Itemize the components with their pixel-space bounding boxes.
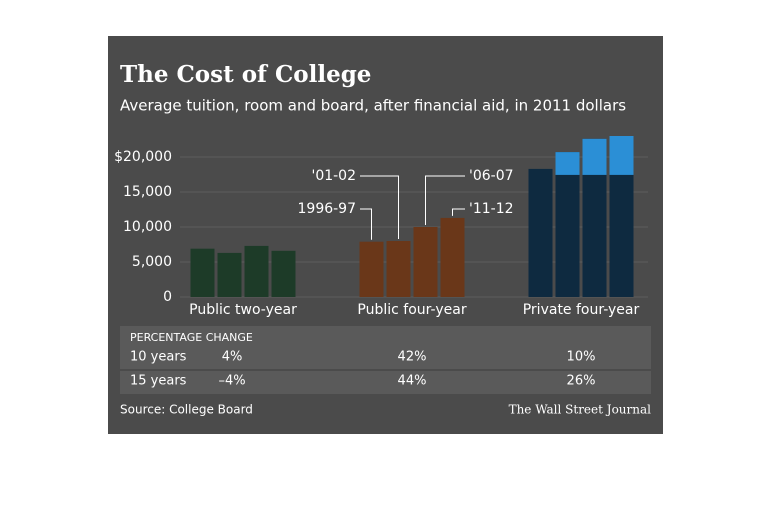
row-value: 42% bbox=[398, 350, 427, 365]
row-value: 26% bbox=[567, 374, 596, 389]
table-title: PERCENTAGE CHANGE bbox=[130, 331, 253, 344]
chart-title: The Cost of College bbox=[120, 61, 371, 88]
y-tick-label: 15,000 bbox=[123, 184, 172, 200]
y-tick-label: 10,000 bbox=[123, 219, 172, 235]
bar bbox=[244, 245, 269, 297]
series-label: 1996-97 bbox=[298, 201, 357, 217]
y-tick-label: $20,000 bbox=[114, 149, 172, 165]
callout-line bbox=[360, 175, 399, 239]
table-band bbox=[120, 326, 651, 394]
bar-increase bbox=[555, 152, 580, 175]
y-tick-label: 0 bbox=[163, 289, 172, 305]
bar bbox=[413, 227, 438, 297]
x-tick-label: Public four-year bbox=[357, 302, 466, 318]
credit: The Wall Street Journal bbox=[509, 403, 652, 417]
callout-line bbox=[425, 175, 465, 225]
chart-subtitle: Average tuition, room and board, after f… bbox=[120, 97, 626, 115]
row-value: 10% bbox=[567, 350, 596, 365]
row-value: –4% bbox=[218, 374, 245, 389]
row-value: 44% bbox=[398, 374, 427, 389]
x-tick-label: Public two-year bbox=[189, 302, 297, 318]
bar bbox=[555, 152, 580, 297]
row-label: 10 years bbox=[130, 350, 187, 365]
bar bbox=[359, 241, 384, 297]
source: Source: College Board bbox=[120, 403, 253, 417]
callout-line bbox=[360, 208, 372, 240]
bar bbox=[440, 217, 465, 297]
y-tick-label: 5,000 bbox=[132, 254, 172, 270]
row-value: 4% bbox=[222, 350, 243, 365]
callout-line bbox=[452, 208, 465, 216]
series-label: '01-02 bbox=[311, 168, 356, 184]
series-label: '06-07 bbox=[469, 168, 514, 184]
x-tick-label: Private four-year bbox=[523, 302, 640, 318]
bar bbox=[190, 248, 215, 297]
bar bbox=[271, 250, 296, 297]
row-label: 15 years bbox=[130, 374, 187, 389]
bar-increase bbox=[609, 136, 634, 175]
series-label: '11-12 bbox=[469, 201, 514, 217]
bar bbox=[217, 252, 242, 297]
bar-increase bbox=[582, 138, 607, 175]
bar bbox=[386, 241, 411, 297]
bar bbox=[528, 168, 553, 297]
